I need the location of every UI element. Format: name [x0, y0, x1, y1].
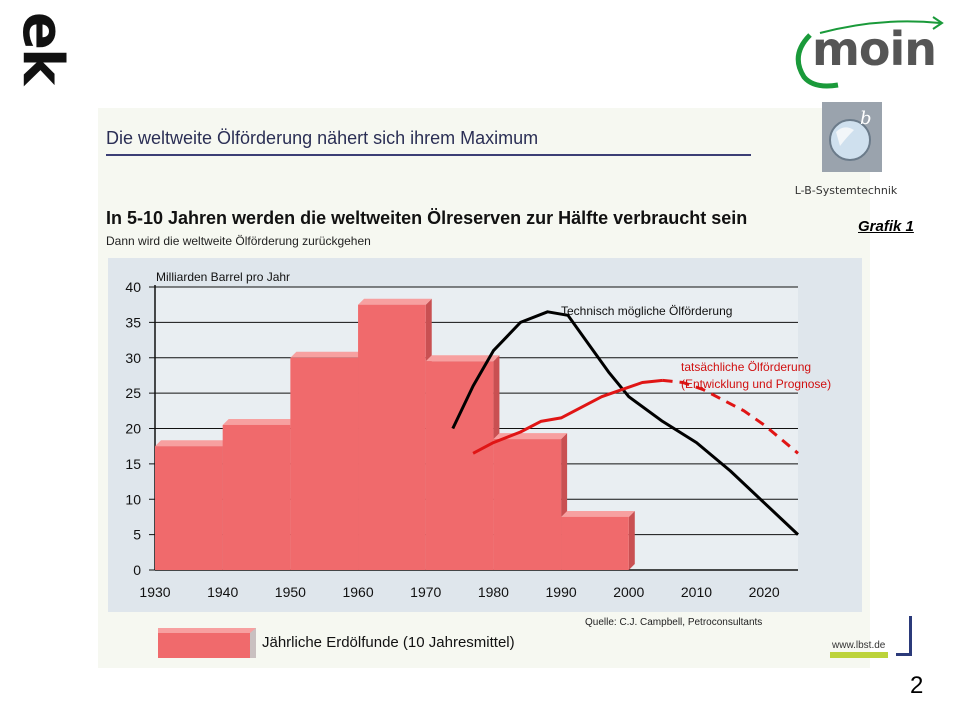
bar-top — [155, 440, 229, 447]
bar — [493, 439, 562, 570]
bar — [222, 424, 291, 570]
corner-bracket — [896, 616, 912, 656]
series-label-actual-sub: (Entwicklung und Prognose) — [681, 377, 831, 391]
series-line-actual — [472, 378, 663, 455]
x-tick-label: 2000 — [613, 584, 644, 600]
series-label-actual: tatsächliche Ölförderung — [681, 360, 811, 374]
y-tick-label: 0 — [133, 562, 141, 578]
moin-logo-swoosh — [795, 16, 944, 89]
y-tick-label: 5 — [133, 527, 141, 543]
ek-logo: ek — [10, 12, 75, 84]
legend-swatch — [158, 628, 256, 658]
x-tick-label: 2020 — [749, 584, 780, 600]
source-note: Quelle: C.J. Campbell, Petroconsultants — [585, 617, 763, 628]
y-tick-label: 20 — [125, 421, 141, 437]
svg-text:b: b — [860, 108, 872, 129]
bar-top — [222, 418, 297, 425]
x-tick-label: 1940 — [207, 584, 238, 600]
headline-rule — [106, 154, 751, 156]
x-tick-label: 1980 — [478, 584, 509, 600]
lb-company-name: L-B-Systemtechnik — [794, 184, 898, 197]
bar-top — [425, 355, 500, 362]
x-tick-label: 1950 — [275, 584, 306, 600]
website-link[interactable]: www.lbst.de — [832, 640, 886, 651]
series-line-forecast — [662, 378, 799, 455]
slide-headline: Die weltweite Ölförderung nähert sich ih… — [106, 128, 539, 148]
bar-top — [358, 298, 432, 305]
bar — [358, 304, 426, 570]
bar-top — [561, 510, 635, 517]
x-tick-label: 1930 — [139, 584, 170, 600]
x-tick-label: 1960 — [342, 584, 373, 600]
chart-subtitle: Dann wird die weltweite Ölförderung zurü… — [106, 234, 371, 248]
bar — [425, 361, 494, 570]
legend-label: Jährliche Erdölfunde (10 Jahresmittel) — [262, 634, 515, 651]
x-tick-label: 2010 — [681, 584, 712, 600]
x-tick-label: 1970 — [410, 584, 441, 600]
bar — [290, 357, 359, 570]
y-tick-label: 40 — [125, 279, 141, 295]
bar-top — [290, 351, 365, 358]
y-tick-label: 15 — [125, 456, 141, 472]
y-tick-label: 25 — [125, 385, 141, 401]
lb-systemtechnik-logo: b — [822, 102, 882, 172]
website-bar — [830, 652, 888, 658]
y-tick-label: 35 — [125, 314, 141, 330]
page-number: 2 — [910, 672, 924, 699]
y-tick-label: 30 — [125, 350, 141, 366]
series-label-possible: Technisch mögliche Ölförderung — [561, 304, 732, 318]
chart: 0 5 10 15 20 25 30 35 40 Milliarden Barrel pro Ja… — [108, 258, 862, 612]
series-line-possible — [451, 310, 800, 536]
moin-logo-text: moin — [812, 22, 937, 76]
bar-side — [628, 510, 635, 570]
x-tick-label: 1990 — [546, 584, 577, 600]
bar — [155, 446, 223, 570]
bar — [561, 516, 629, 570]
y-tick-label: 10 — [125, 491, 141, 507]
chart-title: In 5-10 Jahren werden die weltweiten Ölr… — [106, 208, 748, 228]
y-axis-label: Milliarden Barrel pro Jahr — [156, 270, 290, 284]
grafik-label: Grafik 1 — [858, 218, 914, 235]
